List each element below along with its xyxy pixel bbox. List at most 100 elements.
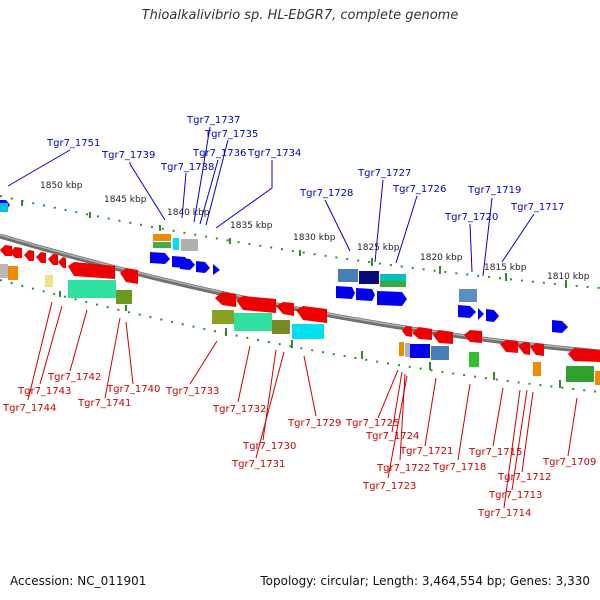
gene-box-steel[interactable] [459,289,477,302]
gene-label[interactable]: Tgr7_1723 [362,481,416,492]
gene-box-green[interactable] [153,242,171,248]
gene-label[interactable]: Tgr7_1729 [287,418,341,429]
gene-arrow[interactable] [560,321,566,333]
gene-arrow[interactable] [464,330,482,343]
gene-label[interactable]: Tgr7_1732 [212,404,266,415]
gene-arrow[interactable] [377,291,407,306]
gene-label[interactable]: Tgr7_1712 [497,472,551,483]
gene-label[interactable]: Tgr7_1721 [399,446,453,457]
gene-label[interactable]: Tgr7_1727 [357,168,411,179]
gene-box-navy[interactable] [359,271,379,284]
gene-arrow[interactable] [356,288,375,301]
gene-label[interactable]: Tgr7_1728 [299,188,353,199]
gene-box-gray[interactable] [405,343,410,357]
gene-label[interactable]: Tgr7_1733 [165,386,219,397]
gene-label[interactable]: Tgr7_1730 [242,441,296,452]
gene-box-cyan[interactable] [173,238,179,250]
gene-arrow[interactable] [10,247,22,258]
gene-label[interactable]: Tgr7_1743 [17,386,71,397]
gene-label[interactable]: Tgr7_1715 [468,447,522,458]
gene-arrow[interactable] [402,326,412,337]
gene-label[interactable]: Tgr7_1718 [432,462,486,473]
gene-arrow[interactable] [196,261,210,273]
gene-arrow[interactable] [58,257,66,268]
gene-box-cyan[interactable] [0,203,8,212]
gene-arrow[interactable] [530,343,544,356]
gene-arrow[interactable] [568,348,600,362]
gene-arrow[interactable] [236,296,276,313]
gene-box-gray[interactable] [0,264,8,278]
gene-label[interactable]: Tgr7_1714 [477,508,531,519]
gene-label[interactable]: Tgr7_1717 [510,202,564,213]
leader-line [503,389,521,509]
gene-arrow[interactable] [68,262,115,279]
gene-box-sea-green[interactable] [68,280,116,298]
gene-arrow[interactable] [180,258,195,270]
gene-label[interactable]: Tgr7_1724 [365,431,419,442]
gene-arrow[interactable] [412,327,432,340]
scale-label: 1825 kbp [357,243,400,253]
gene-box-khaki[interactable] [45,275,53,287]
gene-arrow[interactable] [296,306,327,323]
gene-label[interactable]: Tgr7_1719 [467,185,521,196]
gene-box-green[interactable] [380,281,406,287]
gene-label[interactable]: Tgr7_1736 [192,148,246,159]
gene-label[interactable]: Tgr7_1731 [231,459,285,470]
gene-box-steel[interactable] [431,346,449,360]
gene-box-orange[interactable] [153,234,171,241]
gene-label[interactable]: Tgr7_1740 [106,384,160,395]
gene-arrow[interactable] [478,308,484,320]
gene-box-olive[interactable] [272,320,290,334]
gene-label[interactable]: Tgr7_1722 [376,463,430,474]
gene-label[interactable]: Tgr7_1720 [444,212,498,223]
gene-box-cyan[interactable] [292,324,324,339]
gene-arrow[interactable] [336,286,355,299]
gene-label[interactable]: Tgr7_1713 [488,490,542,501]
gene-label[interactable]: Tgr7_1725 [345,418,399,429]
gene-arrow[interactable] [150,252,170,264]
gene-arrow[interactable] [433,330,453,344]
gene-box-blue[interactable] [410,344,430,358]
gene-arrow[interactable] [500,340,518,353]
gene-arrow[interactable] [36,252,46,263]
gene-arrow[interactable] [48,254,58,265]
gene-box-sea-green[interactable] [234,313,272,331]
gene-box-green[interactable] [469,352,479,367]
gene-box-orange[interactable] [399,342,404,356]
gene-box-green[interactable] [566,366,594,382]
gene-box-steel[interactable] [338,269,358,282]
gene-label[interactable]: Tgr7_1734 [247,148,301,159]
gene-arrow[interactable] [518,342,530,355]
gene-arrow[interactable] [24,250,34,261]
gene-arrow[interactable] [276,302,294,316]
gene-arrow[interactable] [120,268,138,284]
gene-box-olive[interactable] [116,290,132,304]
leader-line [501,213,535,263]
gene-box-olive[interactable] [212,310,234,324]
gene-box-teal[interactable] [380,274,406,281]
gene-label[interactable]: Tgr7_1751 [46,138,100,149]
gene-label[interactable]: Tgr7_1735 [204,129,258,140]
leader-line [181,172,187,219]
gene-arrow[interactable] [215,292,236,307]
gene-box-orange[interactable] [595,371,600,385]
gene-box-gray[interactable] [181,239,198,251]
gene-box-orange[interactable] [8,266,18,280]
gene-label[interactable]: Tgr7_1738 [160,162,214,173]
major-ticks-lower [59,291,561,388]
gene-box-orange[interactable] [533,362,541,376]
gene-label[interactable]: Tgr7_1742 [47,372,101,383]
gene-arrow[interactable] [486,309,499,322]
leader-line [482,197,493,277]
leader-line [205,139,229,226]
gene-arrow[interactable] [0,245,12,256]
gene-label[interactable]: Tgr7_1741 [77,398,131,409]
gene-label[interactable]: Tgr7_1744 [2,403,56,414]
gene-label[interactable]: Tgr7_1737 [186,115,240,126]
gene-label[interactable]: Tgr7_1726 [392,184,446,195]
scale-label: 1840 kbp [167,208,210,218]
gene-label[interactable]: Tgr7_1709 [542,457,596,468]
gene-arrow[interactable] [213,264,220,275]
gene-arrow[interactable] [458,305,476,318]
gene-label[interactable]: Tgr7_1739 [101,150,155,161]
